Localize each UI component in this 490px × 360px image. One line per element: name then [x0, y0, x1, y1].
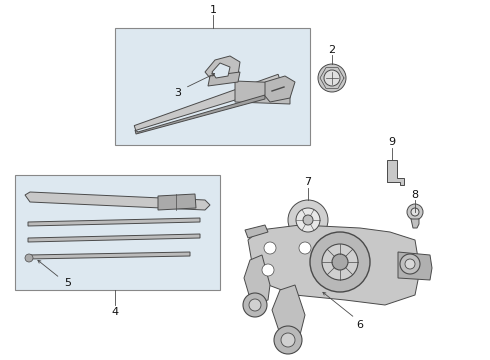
Circle shape	[274, 326, 302, 354]
Text: 4: 4	[111, 307, 119, 317]
Circle shape	[243, 293, 267, 317]
Polygon shape	[28, 234, 200, 242]
Polygon shape	[411, 219, 419, 228]
Circle shape	[310, 232, 370, 292]
Polygon shape	[28, 252, 190, 259]
Polygon shape	[387, 160, 404, 185]
Circle shape	[318, 64, 346, 92]
Polygon shape	[248, 225, 420, 305]
Circle shape	[407, 204, 423, 220]
Text: 1: 1	[210, 5, 217, 15]
Text: 7: 7	[304, 177, 312, 187]
Circle shape	[25, 254, 33, 262]
Polygon shape	[158, 194, 196, 210]
Text: 2: 2	[328, 45, 336, 55]
Polygon shape	[212, 63, 230, 78]
Bar	[115, 28, 310, 145]
Circle shape	[281, 333, 295, 347]
Circle shape	[299, 242, 311, 254]
Circle shape	[264, 242, 276, 254]
Polygon shape	[245, 225, 268, 238]
Circle shape	[288, 200, 328, 240]
Circle shape	[262, 264, 274, 276]
Bar	[15, 175, 220, 290]
Text: 6: 6	[357, 320, 364, 330]
Polygon shape	[134, 74, 282, 130]
Circle shape	[303, 215, 313, 225]
Polygon shape	[205, 56, 240, 80]
Polygon shape	[25, 192, 210, 210]
Circle shape	[405, 259, 415, 269]
Text: 3: 3	[174, 88, 181, 98]
Polygon shape	[398, 252, 432, 280]
Polygon shape	[235, 81, 290, 104]
Circle shape	[249, 299, 261, 311]
Polygon shape	[135, 95, 265, 134]
Text: 8: 8	[412, 190, 418, 200]
Polygon shape	[208, 72, 240, 86]
Circle shape	[400, 254, 420, 274]
Text: 5: 5	[65, 278, 72, 288]
Circle shape	[332, 254, 348, 270]
Polygon shape	[265, 76, 295, 102]
Polygon shape	[272, 285, 305, 340]
Text: 9: 9	[389, 137, 395, 147]
Circle shape	[322, 244, 358, 280]
Polygon shape	[28, 218, 200, 226]
Polygon shape	[244, 255, 270, 305]
Circle shape	[324, 70, 340, 86]
Circle shape	[411, 208, 419, 216]
Circle shape	[296, 208, 320, 232]
